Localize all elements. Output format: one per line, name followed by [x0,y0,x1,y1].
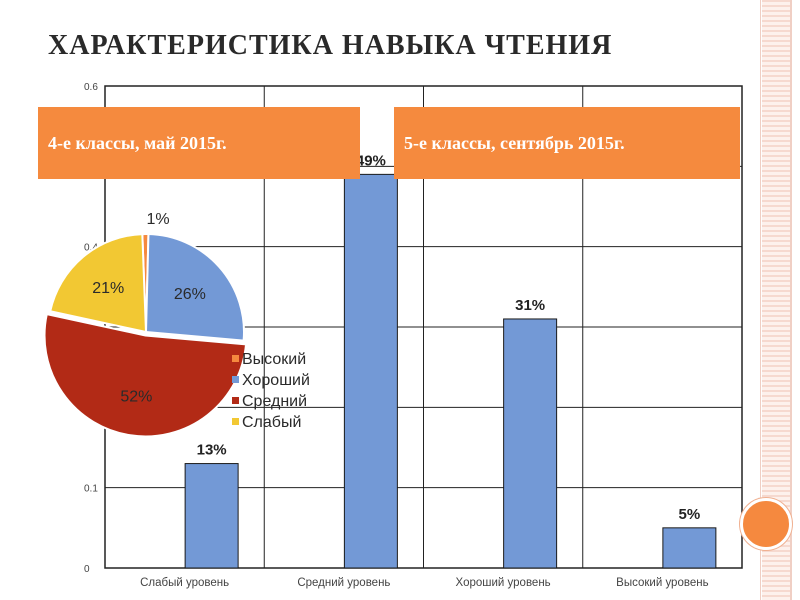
legend-swatch [232,418,239,425]
y-tick-label: 0 [84,564,90,575]
legend-label: Высокий [242,351,306,368]
bar-data-label: 5% [679,506,701,523]
y-tick-label: 0.4 [84,243,98,254]
pie-slice [49,233,148,334]
bar-data-label: 13% [197,442,227,459]
x-category-label: Средний уровень [297,577,390,589]
pie-data-label: 21% [92,280,124,297]
banner-5th-grade: 5-е классы, сентябрь 2015г. [394,107,740,179]
bar [343,173,398,569]
pie-chart: 1% 26% 52% 21% Высокий Хороший Средний Слабый [43,211,310,438]
legend-swatch [232,397,239,404]
legend-label: Хороший [242,372,310,389]
x-category-label: Хороший уровень [456,577,551,589]
bar-chart: 00.10.20.30.40.50.613%49%31%5%Слабый уро… [84,82,743,589]
decor-line [790,0,792,600]
pie-data-label: 52% [120,388,152,405]
bar-data-label: 31% [515,297,545,314]
pie-data-label: 1% [146,211,169,228]
pie-slice [144,233,245,342]
legend-swatch [232,376,239,383]
x-category-label: Высокий уровень [616,577,708,589]
slide-title: ХАРАКТЕРИСТИКА НАВЫКА ЧТЕНИЯ [48,30,613,61]
x-category-label: Слабый уровень [140,577,229,589]
legend-label: Средний [242,393,307,410]
y-tick-label: 0.6 [84,82,98,93]
y-tick-label: 0.1 [84,484,98,495]
bar-data-label: 49% [356,152,386,169]
decor-line [760,0,761,600]
decor-circle [740,498,792,550]
legend-swatch [232,355,239,362]
pie-data-label: 26% [174,286,206,303]
pie-slice [43,312,248,438]
legend-label: Слабый [242,414,301,431]
bar [503,318,558,569]
bar [184,463,239,569]
bar [662,527,717,569]
banner-4th-grade: 4-е классы, май 2015г. [38,107,360,179]
